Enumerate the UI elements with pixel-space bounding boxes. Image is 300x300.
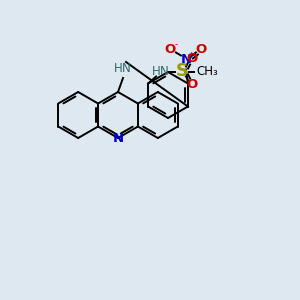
Text: O: O	[187, 52, 198, 65]
Text: H: H	[152, 65, 161, 78]
Text: N: N	[160, 65, 169, 78]
Text: N: N	[122, 62, 130, 76]
Text: +: +	[187, 51, 195, 60]
Text: H: H	[114, 62, 122, 76]
Text: O: O	[164, 43, 175, 56]
Text: S: S	[176, 62, 188, 80]
Text: N: N	[180, 53, 191, 66]
Text: O: O	[195, 43, 206, 56]
Text: -: -	[174, 40, 178, 49]
Text: CH₃: CH₃	[196, 65, 218, 78]
Text: O: O	[187, 78, 198, 91]
Text: N: N	[112, 131, 124, 145]
